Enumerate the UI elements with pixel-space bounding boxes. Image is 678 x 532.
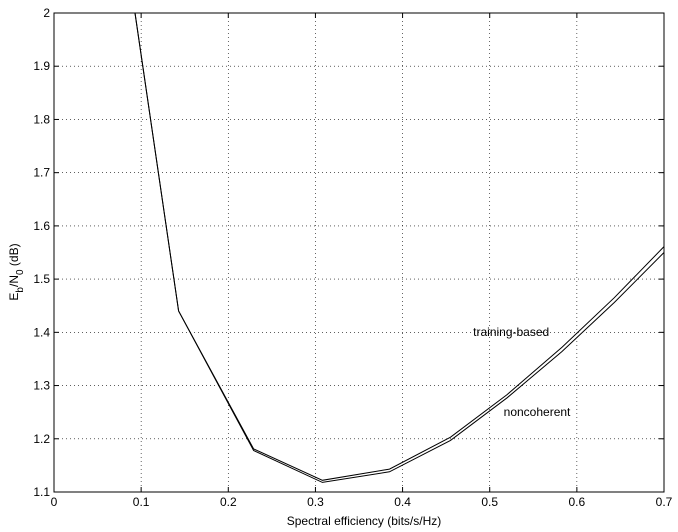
y-tick-label: 1.5	[33, 272, 50, 286]
y-tick-label: 2	[43, 6, 50, 20]
x-tick-label: 0	[51, 495, 58, 509]
y-tick-label: 1.1	[33, 485, 50, 499]
y-axis-label-unit: (dB)	[7, 243, 21, 269]
x-tick-label: 0.1	[133, 495, 150, 509]
y-tick-label: 1.9	[33, 59, 50, 73]
x-tick-label: 0.2	[220, 495, 237, 509]
y-axis-label-sub-0: 0	[15, 269, 26, 275]
annotation-noncoherent: noncoherent	[504, 405, 571, 419]
grid	[54, 13, 664, 492]
y-axis-label-sub-b: b	[15, 287, 26, 293]
y-axis-label: Eb/N0 (dB)	[7, 243, 26, 300]
y-tick-label: 1.6	[33, 219, 50, 233]
y-tick-label: 1.3	[33, 379, 50, 393]
y-tick-label: 1.8	[33, 112, 50, 126]
x-tick-label: 0.3	[307, 495, 324, 509]
y-tick-labels: 1.1 1.2 1.3 1.4 1.5 1.6 1.7 1.8 1.9 2	[33, 6, 50, 499]
x-tick-labels: 0 0.1 0.2 0.3 0.4 0.5 0.6 0.7	[51, 495, 673, 509]
y-tick-label: 1.2	[33, 432, 50, 446]
annotations: training-based noncoherent	[473, 325, 571, 419]
annotation-training-based: training-based	[473, 325, 549, 339]
y-axis-label-e: E	[7, 293, 21, 301]
series-line-training-based	[134, 12, 665, 481]
x-tick-label: 0.6	[569, 495, 586, 509]
x-tick-label: 0.7	[656, 495, 673, 509]
y-axis-label-n: /N	[7, 275, 21, 287]
y-tick-label: 1.7	[33, 166, 50, 180]
ticks	[53, 12, 665, 493]
series-line-noncoherent	[134, 12, 665, 483]
y-tick-label: 1.4	[33, 325, 50, 339]
x-tick-label: 0.4	[394, 495, 411, 509]
x-tick-label: 0.5	[481, 495, 498, 509]
series	[134, 12, 665, 483]
x-axis-label: Spectral efficiency (bits/s/Hz)	[287, 514, 442, 528]
